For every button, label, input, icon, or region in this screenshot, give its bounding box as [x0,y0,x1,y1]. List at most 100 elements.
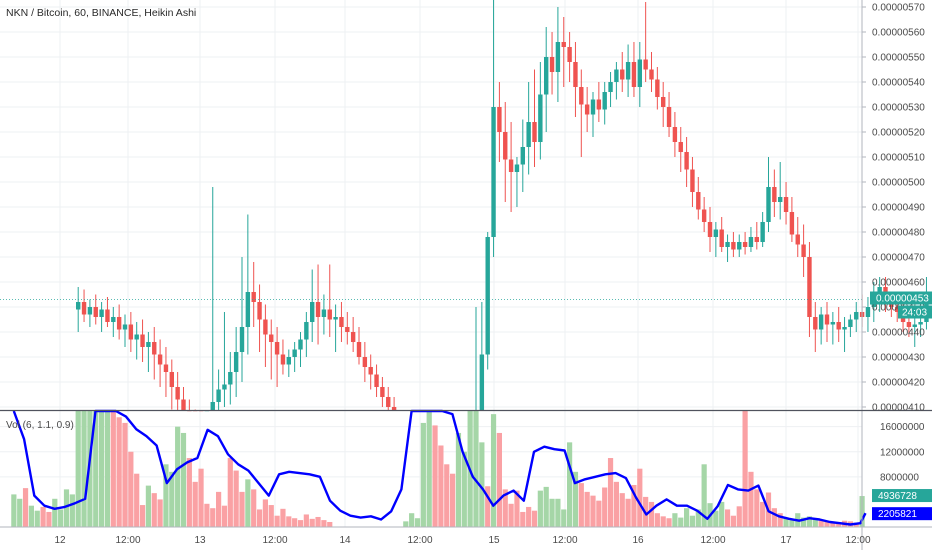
volume-bar[interactable] [485,486,491,527]
volume-bar[interactable] [268,505,274,527]
volume-bar[interactable] [801,517,807,527]
volume-bar[interactable] [444,464,450,527]
candle[interactable] [643,2,648,82]
candle[interactable] [286,349,291,378]
volume-bar[interactable] [567,442,573,527]
volume-bar[interactable] [660,516,666,527]
candle[interactable] [233,327,239,397]
volume-bar[interactable] [666,518,672,527]
volume-bar[interactable] [280,508,286,527]
volume-bar[interactable] [818,519,824,527]
volume-bar[interactable] [508,503,514,527]
candle[interactable] [590,92,596,137]
volume-bar[interactable] [309,518,315,527]
candle[interactable] [128,312,134,352]
volume-bar[interactable] [432,425,438,527]
volume-bar[interactable] [806,516,813,527]
volume-bar[interactable] [572,471,579,527]
volume-bar[interactable] [93,411,99,527]
candle[interactable] [356,327,362,365]
volume-bar[interactable] [695,509,701,527]
volume-bar[interactable] [736,506,742,527]
candle[interactable] [520,119,525,193]
candle[interactable] [579,69,584,158]
candle[interactable] [263,304,268,368]
volume-bar[interactable] [555,498,561,527]
volume-bar[interactable] [175,426,181,527]
volume-bar[interactable] [163,464,169,527]
volume-bar[interactable] [420,422,426,527]
candle[interactable] [216,369,221,411]
volume-bar[interactable] [409,513,415,527]
candle[interactable] [514,157,520,207]
volume-bar[interactable] [754,489,760,527]
volume-bar[interactable] [11,494,17,527]
candle[interactable] [479,302,485,410]
candle[interactable] [111,307,116,337]
candle[interactable] [503,102,508,202]
volume-bar[interactable] [648,501,655,527]
candle[interactable] [544,27,549,132]
candle[interactable] [257,284,262,353]
candle[interactable] [731,232,736,257]
volume-bar[interactable] [830,521,836,527]
volume-bar[interactable] [256,509,263,527]
volume-bar[interactable] [438,445,444,527]
volume-bar[interactable] [69,494,75,527]
volume-bar[interactable] [724,509,731,527]
volume-bar[interactable] [186,458,192,527]
candle[interactable] [789,197,795,242]
candle[interactable] [146,332,151,372]
candle[interactable] [818,307,824,345]
candle[interactable] [339,302,344,342]
candle[interactable] [374,364,379,398]
candle[interactable] [742,232,748,255]
volume-bar[interactable] [678,517,684,527]
volume-bar[interactable] [58,509,64,527]
volume-bar[interactable] [286,516,292,527]
candle[interactable] [386,387,391,410]
volume-bar[interactable] [75,411,81,527]
candle[interactable] [549,32,555,95]
candle[interactable] [631,42,637,97]
volume-bar[interactable] [719,501,725,527]
candle[interactable] [795,217,800,257]
volume-bar[interactable] [748,471,754,527]
candle[interactable] [140,319,145,363]
volume-bar[interactable] [157,499,163,527]
candle[interactable] [772,169,777,218]
candle[interactable] [345,312,350,345]
volume-bar[interactable] [496,432,502,527]
candle[interactable] [760,212,765,247]
candle[interactable] [672,112,678,157]
volume-bar[interactable] [81,411,87,527]
candle[interactable] [497,82,502,162]
volume-bar[interactable] [584,491,590,527]
volume-bar[interactable] [192,481,198,527]
volume-bar[interactable] [836,522,842,527]
candle[interactable] [655,67,660,110]
candle[interactable] [614,62,619,100]
candle[interactable] [637,42,642,107]
candle[interactable] [713,222,719,257]
volume-bar[interactable] [151,493,157,527]
candle[interactable] [508,122,514,212]
candle[interactable] [526,82,531,175]
volume-bar[interactable] [742,411,748,527]
candle[interactable] [690,157,695,207]
candle[interactable] [391,397,397,410]
volume-bar[interactable] [760,501,766,527]
volume-indicator-label[interactable]: Vol (6, 1.1, 0.9) [6,420,74,431]
volume-bar[interactable] [473,411,479,527]
volume-bar[interactable] [204,503,210,527]
volume-bar[interactable] [139,505,146,527]
candle[interactable] [830,312,836,345]
volume-bar[interactable] [104,411,111,527]
volume-bar[interactable] [537,490,543,527]
volume-bar[interactable] [531,510,538,527]
candle[interactable] [491,0,496,257]
candle[interactable] [245,214,251,355]
candle[interactable] [350,317,356,352]
volume-bar[interactable] [52,498,58,527]
volume-bar[interactable] [414,518,421,527]
